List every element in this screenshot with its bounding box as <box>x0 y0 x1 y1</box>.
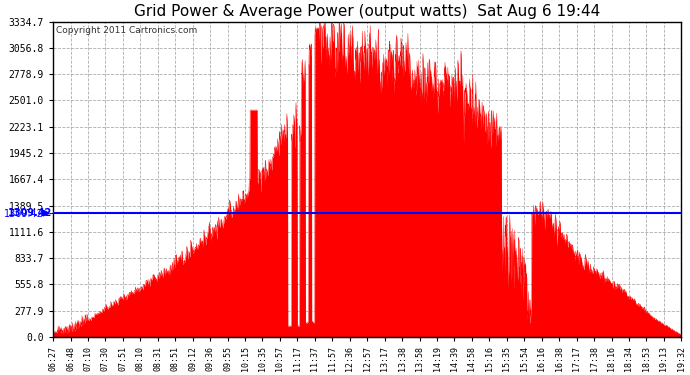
Text: 1309.42: 1309.42 <box>8 208 52 218</box>
Text: Copyright 2011 Cartronics.com: Copyright 2011 Cartronics.com <box>56 27 197 36</box>
Title: Grid Power & Average Power (output watts)  Sat Aug 6 19:44: Grid Power & Average Power (output watts… <box>134 4 600 19</box>
